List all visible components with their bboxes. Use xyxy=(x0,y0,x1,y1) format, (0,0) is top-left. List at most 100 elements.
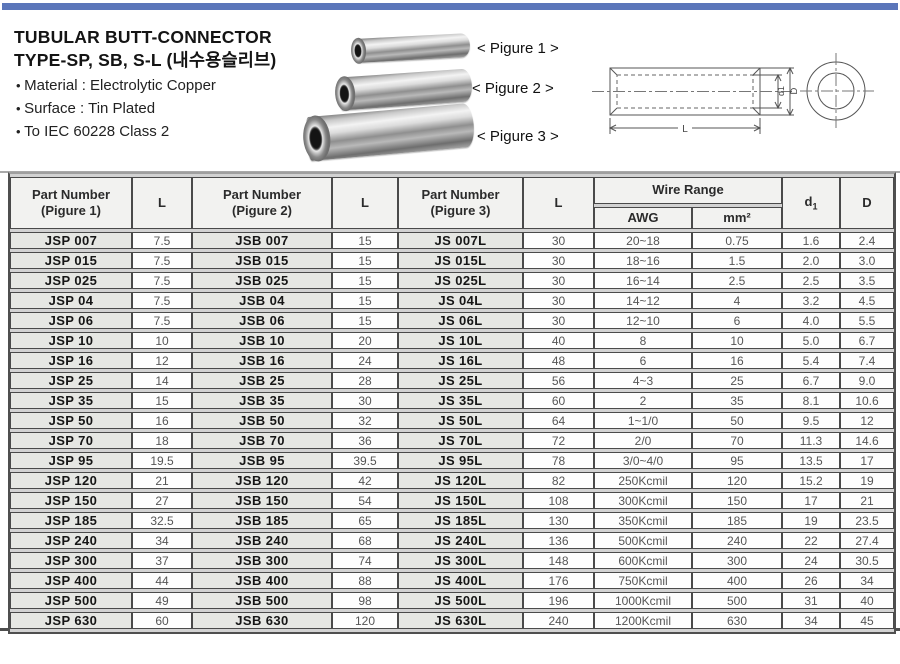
title-line-2: TYPE-SP, SB, S-L (내수용슬리브) xyxy=(14,50,277,70)
length-p2-cell: 68 xyxy=(332,532,398,549)
dim-outer-d-cell: 7.4 xyxy=(840,352,894,369)
product-photo-tube-1 xyxy=(350,32,471,65)
part-number-p3-cell: JS 16L xyxy=(398,352,523,369)
header-part-number-p2: Part Number (Pigure 2) xyxy=(192,177,332,229)
dim-outer-d-cell: 2.4 xyxy=(840,232,894,249)
dim-outer-d-cell: 17 xyxy=(840,452,894,469)
wire-range-mm2-cell: 25 xyxy=(692,372,782,389)
dim-outer-d-cell: 34 xyxy=(840,572,894,589)
table-row: JSP 70 18 JSB 70 36 JS 70L 72 2/0 70 11.3 14.6 xyxy=(10,432,894,449)
length-p1-cell: 14 xyxy=(132,372,192,389)
dim-outer-d-cell: 40 xyxy=(840,592,894,609)
length-p2-cell: 120 xyxy=(332,612,398,629)
wire-range-mm2-cell: 50 xyxy=(692,412,782,429)
header-awg: AWG xyxy=(594,207,692,229)
wire-range-awg-cell: 12~10 xyxy=(594,312,692,329)
length-p2-cell: 98 xyxy=(332,592,398,609)
length-p3-cell: 30 xyxy=(523,272,594,289)
wire-range-mm2-cell: 0.75 xyxy=(692,232,782,249)
part-number-p3-cell: JS 120L xyxy=(398,472,523,489)
dim-outer-d-cell: 27.4 xyxy=(840,532,894,549)
part-number-p2-cell: JSB 240 xyxy=(192,532,332,549)
wire-range-awg-cell: 8 xyxy=(594,332,692,349)
figure-1-label: < Pigure 1 > xyxy=(477,40,559,57)
length-p3-cell: 148 xyxy=(523,552,594,569)
length-p3-cell: 130 xyxy=(523,512,594,529)
length-p2-cell: 32 xyxy=(332,412,398,429)
part-number-p1-cell: JSP 04 xyxy=(10,292,132,309)
length-p3-cell: 196 xyxy=(523,592,594,609)
outer-d-dimension-label: D xyxy=(789,87,800,94)
part-number-p1-cell: JSP 16 xyxy=(10,352,132,369)
part-number-p3-cell: JS 25L xyxy=(398,372,523,389)
length-p1-cell: 15 xyxy=(132,392,192,409)
wire-range-mm2-cell: 500 xyxy=(692,592,782,609)
length-p3-cell: 30 xyxy=(523,252,594,269)
d1-dimension-label: d1 xyxy=(776,86,786,96)
part-number-p3-cell: JS 95L xyxy=(398,452,523,469)
wire-range-awg-cell: 1200Kcmil xyxy=(594,612,692,629)
wire-range-awg-cell: 500Kcmil xyxy=(594,532,692,549)
length-p3-cell: 30 xyxy=(523,232,594,249)
part-number-p1-cell: JSP 25 xyxy=(10,372,132,389)
part-number-p2-cell: JSB 16 xyxy=(192,352,332,369)
figure-3-label: < Pigure 3 > xyxy=(477,128,559,145)
length-p3-cell: 30 xyxy=(523,312,594,329)
table-row: JSP 10 10 JSB 10 20 JS 10L 40 8 10 5.0 6.7 xyxy=(10,332,894,349)
table-row: JSP 500 49 JSB 500 98 JS 500L 196 1000Kcmil 500… xyxy=(10,592,894,609)
header-d1: d1 xyxy=(782,177,840,229)
bullet-material: Material : Electrolytic Copper xyxy=(16,74,216,97)
part-number-p3-cell: JS 35L xyxy=(398,392,523,409)
dim-d1-cell: 24 xyxy=(782,552,840,569)
dim-d1-cell: 15.2 xyxy=(782,472,840,489)
table-row: JSP 015 7.5 JSB 015 15 JS 015L 30 18~16 1.5 2.0 3… xyxy=(10,252,894,269)
dim-d1-cell: 2.5 xyxy=(782,272,840,289)
part-number-p1-cell: JSP 007 xyxy=(10,232,132,249)
dim-d1-cell: 5.4 xyxy=(782,352,840,369)
header-label-line: (Pigure 1) xyxy=(41,203,101,218)
page-title: TUBULAR BUTT-CONNECTOR TYPE-SP, SB, S-L … xyxy=(14,26,276,72)
header-wire-range: Wire Range xyxy=(594,177,782,204)
wire-range-awg-cell: 3/0~4/0 xyxy=(594,452,692,469)
length-p1-cell: 12 xyxy=(132,352,192,369)
header-length-p3: L xyxy=(523,177,594,229)
length-p2-cell: 15 xyxy=(332,252,398,269)
wire-range-mm2-cell: 16 xyxy=(692,352,782,369)
header-length-p1: L xyxy=(132,177,192,229)
length-p2-cell: 28 xyxy=(332,372,398,389)
dim-outer-d-cell: 5.5 xyxy=(840,312,894,329)
part-number-p1-cell: JSP 120 xyxy=(10,472,132,489)
part-number-p2-cell: JSB 06 xyxy=(192,312,332,329)
wire-range-awg-cell: 2 xyxy=(594,392,692,409)
header-part-number-p1: Part Number (Pigure 1) xyxy=(10,177,132,229)
dim-outer-d-cell: 45 xyxy=(840,612,894,629)
part-number-p3-cell: JS 10L xyxy=(398,332,523,349)
length-p1-cell: 60 xyxy=(132,612,192,629)
part-number-p2-cell: JSB 35 xyxy=(192,392,332,409)
tube-body xyxy=(304,102,476,162)
dim-outer-d-cell: 9.0 xyxy=(840,372,894,389)
part-number-p1-cell: JSP 06 xyxy=(10,312,132,329)
table-row: JSP 300 37 JSB 300 74 JS 300L 148 600Kcmil 300 2… xyxy=(10,552,894,569)
header-label-line: Part Number xyxy=(421,186,500,202)
length-p1-cell: 19.5 xyxy=(132,452,192,469)
wire-range-mm2-cell: 185 xyxy=(692,512,782,529)
dim-outer-d-cell: 4.5 xyxy=(840,292,894,309)
part-number-p1-cell: JSP 35 xyxy=(10,392,132,409)
part-number-p3-cell: JS 300L xyxy=(398,552,523,569)
length-p1-cell: 16 xyxy=(132,412,192,429)
part-number-p3-cell: JS 185L xyxy=(398,512,523,529)
dim-d1-cell: 5.0 xyxy=(782,332,840,349)
length-p1-cell: 7.5 xyxy=(132,252,192,269)
part-number-p3-cell: JS 150L xyxy=(398,492,523,509)
length-p1-cell: 7.5 xyxy=(132,292,192,309)
part-number-p1-cell: JSP 300 xyxy=(10,552,132,569)
part-number-p1-cell: JSP 025 xyxy=(10,272,132,289)
wire-range-awg-cell: 16~14 xyxy=(594,272,692,289)
dim-outer-d-cell: 14.6 xyxy=(840,432,894,449)
wire-range-awg-cell: 1000Kcmil xyxy=(594,592,692,609)
dim-outer-d-cell: 19 xyxy=(840,472,894,489)
part-number-p1-cell: JSP 630 xyxy=(10,612,132,629)
length-p2-cell: 30 xyxy=(332,392,398,409)
length-p2-cell: 24 xyxy=(332,352,398,369)
